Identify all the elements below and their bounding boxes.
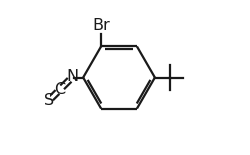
- Text: N: N: [66, 69, 78, 84]
- Text: S: S: [44, 93, 54, 108]
- Text: C: C: [54, 82, 65, 97]
- Text: Br: Br: [92, 18, 110, 33]
